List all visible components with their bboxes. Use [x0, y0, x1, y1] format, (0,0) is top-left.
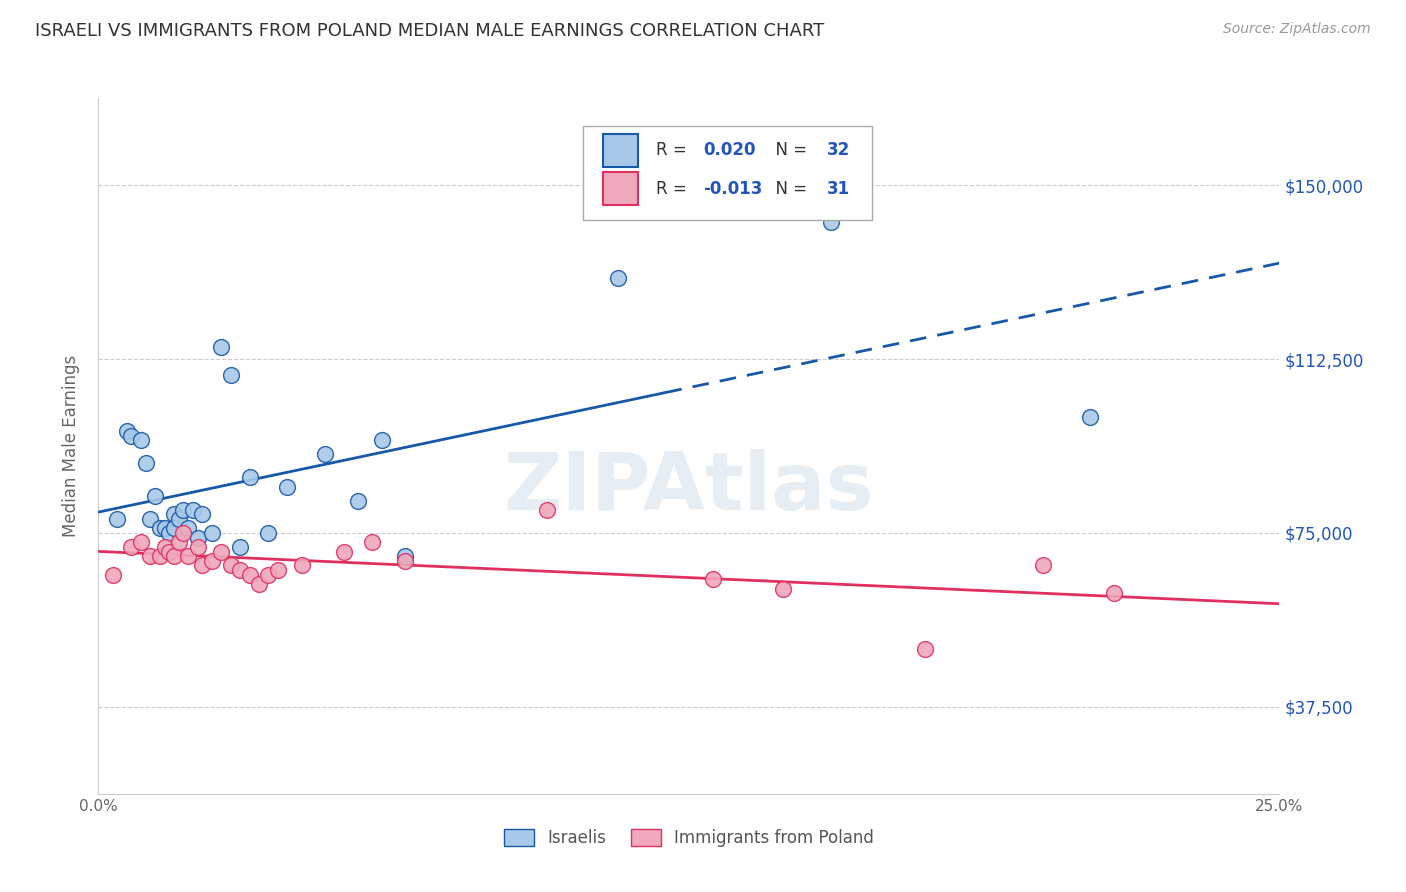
Point	[157, 544, 180, 558]
Point	[172, 503, 194, 517]
Point	[276, 480, 298, 494]
Text: Source: ZipAtlas.com: Source: ZipAtlas.com	[1223, 22, 1371, 37]
Text: ZIPAtlas: ZIPAtlas	[503, 449, 875, 527]
Point	[149, 549, 172, 564]
FancyBboxPatch shape	[582, 126, 872, 220]
Point	[101, 567, 124, 582]
Point	[1032, 558, 1054, 573]
Point	[163, 521, 186, 535]
Point	[139, 549, 162, 564]
Point	[219, 368, 242, 383]
Point	[229, 563, 252, 577]
Text: -0.013: -0.013	[703, 179, 762, 197]
Point	[219, 558, 242, 573]
Point	[181, 503, 204, 517]
Text: N =: N =	[765, 179, 811, 197]
Point	[257, 567, 280, 582]
Point	[121, 428, 143, 442]
Point	[257, 526, 280, 541]
Text: ISRAELI VS IMMIGRANTS FROM POLAND MEDIAN MALE EARNINGS CORRELATION CHART: ISRAELI VS IMMIGRANTS FROM POLAND MEDIAN…	[35, 22, 824, 40]
Point	[209, 340, 232, 354]
Point	[115, 424, 138, 438]
Point	[1080, 410, 1102, 425]
Point	[772, 582, 794, 596]
Point	[167, 512, 190, 526]
Point	[191, 558, 214, 573]
Point	[191, 508, 214, 522]
Point	[163, 549, 186, 564]
Point	[187, 531, 209, 545]
Text: R =: R =	[655, 179, 692, 197]
Text: 0.020: 0.020	[703, 141, 755, 160]
Point	[247, 577, 270, 591]
Point	[333, 544, 356, 558]
Point	[163, 508, 186, 522]
Point	[239, 567, 262, 582]
Point	[201, 554, 224, 568]
FancyBboxPatch shape	[603, 172, 638, 205]
Text: 32: 32	[827, 141, 851, 160]
Point	[394, 554, 416, 568]
Point	[536, 503, 558, 517]
Point	[201, 526, 224, 541]
Point	[129, 434, 152, 448]
Point	[267, 563, 290, 577]
Point	[209, 544, 232, 558]
Point	[157, 526, 180, 541]
Point	[361, 535, 384, 549]
Point	[139, 512, 162, 526]
Point	[149, 521, 172, 535]
Point	[121, 540, 143, 554]
Point	[347, 493, 370, 508]
Point	[1102, 586, 1125, 600]
Point	[167, 535, 190, 549]
Point	[820, 215, 842, 229]
Point	[914, 642, 936, 657]
Point	[105, 512, 128, 526]
Point	[187, 540, 209, 554]
Point	[129, 535, 152, 549]
Point	[143, 489, 166, 503]
Point	[172, 526, 194, 541]
Point	[702, 573, 724, 587]
Point	[371, 434, 394, 448]
Point	[153, 540, 176, 554]
Point	[394, 549, 416, 564]
Point	[177, 521, 200, 535]
Point	[229, 540, 252, 554]
Point	[153, 521, 176, 535]
Text: R =: R =	[655, 141, 692, 160]
FancyBboxPatch shape	[603, 134, 638, 167]
Point	[177, 549, 200, 564]
Point	[314, 447, 336, 461]
Point	[290, 558, 312, 573]
Point	[239, 470, 262, 484]
Point	[135, 457, 157, 471]
Point	[607, 271, 630, 285]
Legend: Israelis, Immigrants from Poland: Israelis, Immigrants from Poland	[495, 821, 883, 855]
Y-axis label: Median Male Earnings: Median Male Earnings	[62, 355, 80, 537]
Text: N =: N =	[765, 141, 811, 160]
Text: 31: 31	[827, 179, 851, 197]
